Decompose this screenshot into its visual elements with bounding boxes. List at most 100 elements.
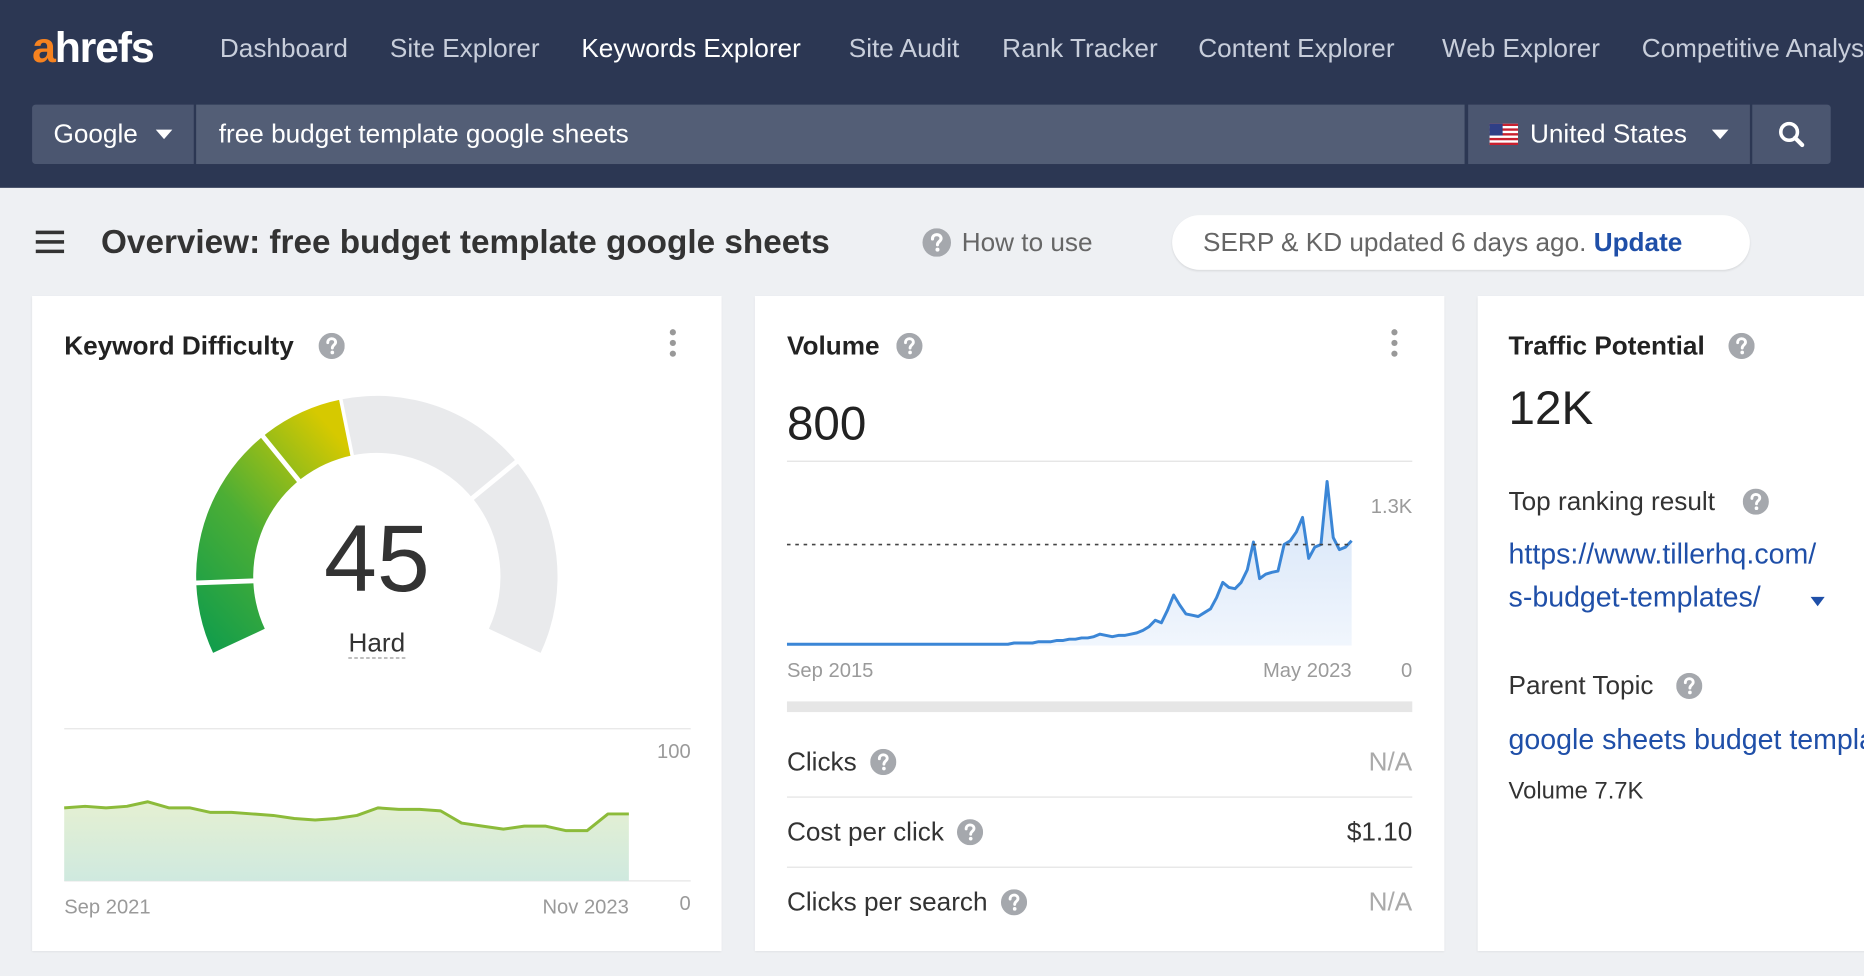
dots-icon xyxy=(1391,329,1398,357)
volume-value: 800 xyxy=(786,397,867,450)
kd-gauge xyxy=(193,395,558,653)
gauge-separator xyxy=(469,458,520,502)
y-tick-label: 100 xyxy=(657,741,691,763)
icon xyxy=(870,748,897,776)
traffic-card xyxy=(1477,296,1864,952)
metric-value: N/A xyxy=(1368,746,1413,777)
trend-line xyxy=(64,800,629,833)
nav-item[interactable]: Site Audit xyxy=(848,33,960,64)
logo-rest: hrefs xyxy=(54,22,155,72)
search-input[interactable]: free budget template google sheets xyxy=(196,104,1465,165)
nav-item[interactable]: Dashboard xyxy=(219,33,348,64)
top-bar: ahrefs Dashboard Site Explorer Keywords Ex… xyxy=(0,0,1864,188)
gauge-separator xyxy=(193,578,256,586)
x-axis-label: Sep 2015 xyxy=(787,660,873,682)
gauge-separator xyxy=(259,432,303,484)
status-text: SERP & KD updated 6 days ago. Update xyxy=(1203,227,1682,258)
kd-value: 45 xyxy=(323,505,430,612)
more-menu[interactable] xyxy=(669,329,676,363)
icon xyxy=(1728,332,1755,360)
volume-history-chart: 0 1.3K Sep 2015 May 2023 xyxy=(786,460,1413,713)
icon xyxy=(1000,889,1028,916)
trend-line xyxy=(786,479,1353,646)
dots-icon xyxy=(669,329,676,357)
parent-topic-volume: Volume 7.7K xyxy=(1508,778,1644,805)
help-icon[interactable] xyxy=(1728,332,1755,360)
help-icon[interactable] xyxy=(896,332,923,360)
caret xyxy=(1711,129,1729,140)
nav-item[interactable]: Site Explorer xyxy=(389,33,540,64)
more-menu[interactable] xyxy=(1391,329,1398,363)
nav-item[interactable]: Web Explorer xyxy=(1441,33,1600,64)
metric-value: $1.10 xyxy=(1346,816,1413,847)
nav-item[interactable]: Content Explorer xyxy=(1198,33,1395,64)
divider-bar xyxy=(786,701,1413,713)
icon xyxy=(1676,672,1703,700)
flag-icon xyxy=(1489,123,1519,146)
row-divider xyxy=(786,866,1413,868)
parent-topic-label: Parent Topic xyxy=(1508,670,1654,701)
icon xyxy=(318,332,345,360)
icon xyxy=(896,332,923,360)
menu-icon[interactable] xyxy=(35,229,65,254)
status-message: SERP & KD updated 6 days ago. xyxy=(1203,227,1587,257)
engine-select[interactable]: Google xyxy=(32,104,194,165)
caret xyxy=(155,129,173,140)
y-tick-label: 0 xyxy=(679,893,690,915)
status-pill: SERP & KD updated 6 days ago. Update xyxy=(1172,215,1750,270)
y-tick-label: 0 xyxy=(1401,660,1412,682)
x-axis-label: Sep 2021 xyxy=(64,897,150,919)
traffic-title: Traffic Potential xyxy=(1508,330,1705,361)
help-icon[interactable] xyxy=(1000,889,1028,916)
help-icon[interactable] xyxy=(870,748,897,776)
kd-title: Keyword Difficulty xyxy=(64,330,294,361)
metric-label: Clicks xyxy=(786,746,857,777)
area-fill xyxy=(786,481,1352,646)
page-title: Overview: free budget template google sh… xyxy=(101,223,830,261)
help-icon[interactable] xyxy=(956,819,984,846)
parent-topic-link[interactable]: google sheets budget template xyxy=(1508,723,1864,757)
top-result-url[interactable]: https://www.tillerhq.com/ xyxy=(1508,538,1817,571)
logo-a: a xyxy=(32,22,56,72)
search-icon xyxy=(1779,121,1805,148)
update-link[interactable]: Update xyxy=(1593,227,1683,257)
icon xyxy=(922,228,952,257)
top-result-label: Top ranking result xyxy=(1508,486,1716,516)
caret[interactable] xyxy=(1810,596,1825,608)
metric-label: Clicks per search xyxy=(786,886,988,917)
logo[interactable]: ahrefs xyxy=(32,22,155,73)
help-icon[interactable] xyxy=(922,228,952,257)
help-icon[interactable] xyxy=(318,332,345,360)
icon xyxy=(956,819,984,846)
gauge-separator xyxy=(338,396,355,459)
x-axis-label: Nov 2023 xyxy=(542,897,628,919)
search-button[interactable] xyxy=(1752,104,1831,165)
kd-rating-wrap: Hard xyxy=(258,627,496,659)
kd-rating: Hard xyxy=(348,627,406,659)
row-divider xyxy=(786,796,1413,798)
country-label: United States xyxy=(1529,118,1687,149)
traffic-value: 12K xyxy=(1508,382,1594,435)
country-select[interactable]: United States xyxy=(1468,104,1750,165)
nav-item[interactable]: Competitive Analysis xyxy=(1641,33,1864,64)
nav-menu: Dashboard Site Explorer Keywords Explorer S… xyxy=(0,0,1864,95)
area-fill xyxy=(64,801,629,881)
y-tick-label: 1.3K xyxy=(1371,496,1413,518)
kd-history-chart: 0 100 Sep 2021 Nov 2023 xyxy=(64,728,691,919)
volume-title: Volume xyxy=(786,330,880,361)
x-axis-label: May 2023 xyxy=(1263,660,1352,682)
engine-label: Google xyxy=(53,118,138,149)
gauge-fill xyxy=(196,399,353,653)
metric-label: Cost per click xyxy=(786,816,944,847)
icon xyxy=(1742,488,1769,515)
metric-value: N/A xyxy=(1368,886,1413,917)
help-icon[interactable] xyxy=(1676,672,1703,700)
nav-item[interactable]: Keywords Explorer xyxy=(581,33,801,64)
nav-item[interactable]: Rank Tracker xyxy=(1002,33,1158,64)
gauge-track xyxy=(340,395,558,653)
search-query: free budget template google sheets xyxy=(218,118,629,149)
help-icon[interactable] xyxy=(1742,488,1769,515)
how-to-use[interactable]: How to use xyxy=(961,227,1093,257)
top-result-url[interactable]: s-budget-templates/ xyxy=(1508,581,1761,614)
